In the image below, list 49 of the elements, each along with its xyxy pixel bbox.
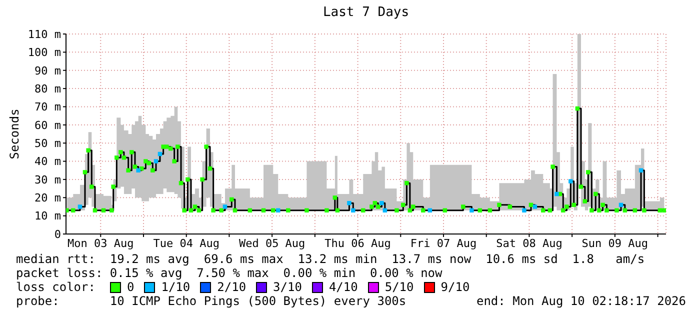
x-tick-label: Sat 08 Aug	[496, 236, 562, 250]
point	[78, 204, 82, 209]
y-tick-label: 80 m	[34, 82, 62, 96]
x-tick-label: Wed 05 Aug	[238, 236, 306, 250]
y-tick-label: 30 m	[34, 173, 62, 186]
point	[351, 208, 356, 212]
y-tick-label: 40 m	[34, 155, 62, 168]
point	[428, 208, 432, 212]
point	[136, 168, 140, 172]
y-axis-title: Seconds	[7, 108, 22, 160]
text: probe: 10 ICMP Echo Pings (500 Bytes) every 300s	[16, 294, 406, 308]
point	[568, 179, 573, 184]
legend-label: 2/10	[217, 280, 246, 294]
text: median rtt: 19.2 ms avg 69.6 ms max 13.2 ms min 13.7 ms now 10.6 ms sd 1.8 am/s	[16, 252, 646, 266]
y-tick-label: 10 m	[34, 210, 62, 223]
chart-title: Last 7 Days	[322, 5, 410, 20]
legend-label: 0	[127, 280, 134, 294]
y-tick-label: 110 m	[28, 28, 62, 41]
legend-label: 1/10	[161, 280, 190, 294]
y-tick-label: 20 m	[34, 192, 62, 205]
point	[382, 208, 388, 212]
point	[532, 204, 538, 209]
y-tick-label: 90 m	[34, 64, 62, 78]
x-tick-label: Tue 04 Aug	[153, 236, 220, 250]
y-tick-label: 50 m	[34, 136, 62, 150]
point	[522, 208, 526, 212]
point	[554, 192, 559, 196]
text: end: Mon Aug 10 02:18:17 2026	[476, 294, 686, 308]
x-tick-label: Mon 03 Aug	[68, 236, 134, 250]
point	[638, 168, 644, 172]
x-tick-label: Sun 09 Aug	[582, 236, 648, 250]
legend-label: 4/10	[328, 280, 358, 294]
point	[154, 159, 158, 164]
point	[222, 204, 228, 209]
y-tick-label: 60 m	[34, 118, 62, 132]
point	[347, 200, 352, 206]
legend-label: 9/10	[440, 280, 470, 294]
y-tick-label: 70 m	[34, 100, 62, 114]
point	[276, 208, 280, 212]
x-tick-label: Fri 07 Aug	[410, 236, 477, 250]
legend-label: 5/10	[384, 280, 414, 294]
text: packet loss: 0.15 % avg 7.50 % max 0.00 % min 0.00 % now	[16, 266, 444, 280]
point	[470, 208, 474, 212]
x-tick-label: Thu 06 Aug	[324, 236, 391, 250]
point	[380, 200, 384, 206]
y-tick-label: 100 m	[28, 46, 62, 60]
legend-title: loss color:	[16, 280, 96, 294]
legend-label: 3/10	[273, 280, 302, 294]
y-tick-label: 0	[54, 228, 61, 241]
